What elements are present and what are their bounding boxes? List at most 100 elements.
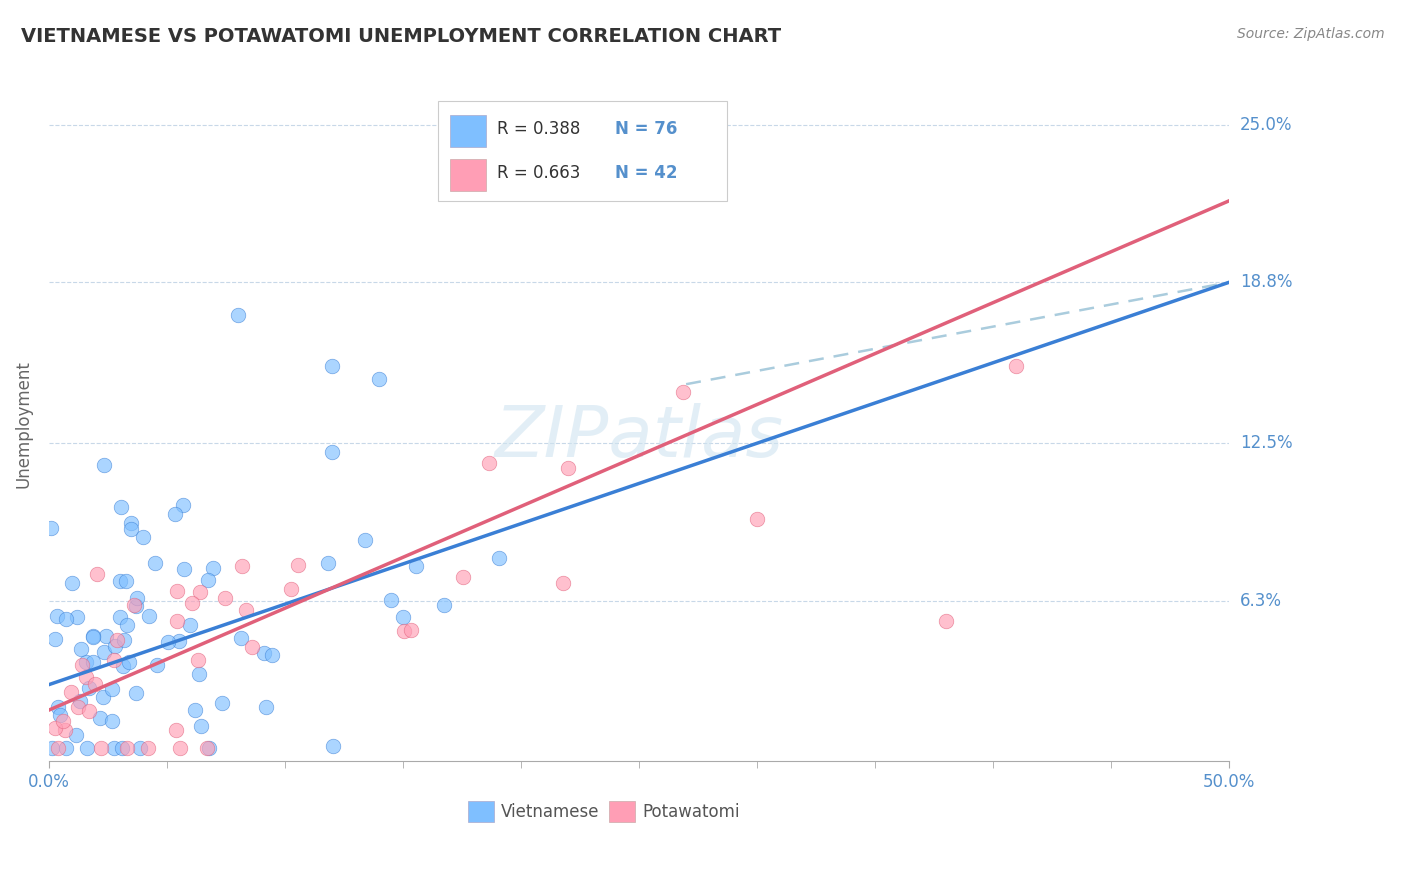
Point <box>67 700 90 714</box>
Bar <box>450 115 485 147</box>
Point <box>125 599 148 613</box>
Point <box>368 372 391 386</box>
Point <box>488 550 510 565</box>
Point <box>405 559 427 574</box>
Point <box>380 593 402 607</box>
Point <box>103 741 125 756</box>
Point <box>108 574 131 588</box>
Point <box>181 596 204 610</box>
Point <box>46 699 69 714</box>
Text: 12.5%: 12.5% <box>1240 434 1292 451</box>
Text: Source: ZipAtlas.com: Source: ZipAtlas.com <box>1237 27 1385 41</box>
Bar <box>468 801 494 822</box>
Point <box>172 498 194 512</box>
Point <box>184 703 207 717</box>
Point <box>86 566 108 581</box>
Point <box>114 574 136 588</box>
Point <box>111 741 134 756</box>
Point <box>53 723 76 737</box>
Point <box>197 741 219 756</box>
Text: ZIPatlas: ZIPatlas <box>495 402 783 472</box>
Point <box>41 521 63 535</box>
Point <box>433 598 456 612</box>
Point <box>108 610 131 624</box>
Point <box>1005 359 1028 374</box>
Point <box>146 658 169 673</box>
Point <box>169 634 191 648</box>
Point <box>89 711 111 725</box>
Point <box>55 741 77 756</box>
Text: N = 42: N = 42 <box>616 164 678 182</box>
Point <box>321 359 343 374</box>
Point <box>353 533 375 547</box>
Text: 18.8%: 18.8% <box>1240 273 1292 292</box>
Point <box>401 624 423 638</box>
Point <box>125 591 148 605</box>
Point <box>112 633 135 648</box>
Point <box>66 609 89 624</box>
Point <box>214 591 236 606</box>
Text: Potawatomi: Potawatomi <box>643 803 740 821</box>
Point <box>93 458 115 472</box>
Point <box>110 500 132 514</box>
Point <box>93 645 115 659</box>
Point <box>120 516 142 531</box>
Point <box>166 615 188 629</box>
Point <box>138 608 160 623</box>
Bar <box>609 801 636 822</box>
Point <box>76 741 98 756</box>
Point <box>231 559 253 574</box>
Point <box>745 512 768 526</box>
Point <box>60 685 83 699</box>
Point <box>235 602 257 616</box>
Point <box>229 631 252 645</box>
Point <box>211 696 233 710</box>
Point <box>101 681 124 696</box>
Point <box>94 629 117 643</box>
Point <box>69 641 91 656</box>
Point <box>143 556 166 570</box>
Text: VIETNAMESE VS POTAWATOMI UNEMPLOYMENT CORRELATION CHART: VIETNAMESE VS POTAWATOMI UNEMPLOYMENT CO… <box>21 27 782 45</box>
Point <box>253 647 276 661</box>
Point <box>280 582 302 596</box>
Point <box>105 632 128 647</box>
Point <box>478 456 501 470</box>
Point <box>44 632 66 646</box>
Text: 25.0%: 25.0% <box>1240 116 1292 134</box>
Point <box>451 569 474 583</box>
Point <box>132 530 155 544</box>
Point <box>197 573 219 587</box>
Point <box>70 657 93 672</box>
Point <box>44 721 66 735</box>
Point <box>322 739 344 754</box>
Point <box>254 699 277 714</box>
Point <box>166 584 188 599</box>
Point <box>83 677 105 691</box>
Point <box>52 714 75 728</box>
Text: R = 0.663: R = 0.663 <box>498 164 581 182</box>
Point <box>129 741 152 756</box>
FancyBboxPatch shape <box>439 101 727 201</box>
Point <box>287 558 309 573</box>
Point <box>55 612 77 626</box>
Point <box>672 385 695 400</box>
Point <box>112 659 135 673</box>
Point <box>169 741 191 756</box>
Point <box>201 561 224 575</box>
Point <box>187 667 209 681</box>
Point <box>77 681 100 695</box>
Point <box>75 656 97 670</box>
Point <box>101 714 124 728</box>
Point <box>117 617 139 632</box>
Point <box>115 741 138 756</box>
Point <box>173 562 195 576</box>
Point <box>318 556 340 570</box>
Point <box>156 635 179 649</box>
Point <box>321 445 343 459</box>
Text: 6.3%: 6.3% <box>1240 591 1282 609</box>
Point <box>551 575 574 590</box>
Point <box>240 640 263 655</box>
Point <box>136 741 159 756</box>
Text: N = 76: N = 76 <box>616 120 678 138</box>
Point <box>226 309 249 323</box>
